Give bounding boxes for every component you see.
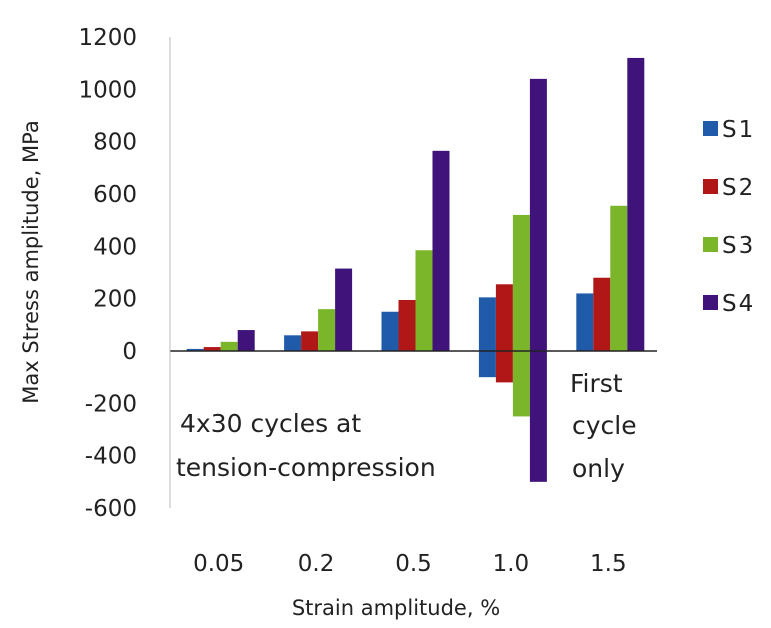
bar-S2-1.0	[495, 284, 513, 351]
annotation-cycles-line1: 4x30 cycles at	[180, 409, 361, 438]
y-axis-title: Max Stress amplitude, MPa	[19, 120, 43, 403]
bar-S3-1.5	[610, 205, 628, 351]
y-tick-label: 800	[93, 130, 137, 156]
bar-S1-1.0	[478, 297, 496, 351]
legend-label-S3: S3	[722, 233, 755, 259]
bar-S3-0.2	[318, 309, 336, 351]
y-tick-label: -600	[85, 496, 137, 522]
bar-S2-0.05	[203, 347, 221, 351]
y-tick-label: 600	[93, 182, 137, 208]
y-tick-label: -200	[85, 391, 137, 417]
legend-label-S1: S1	[722, 117, 755, 143]
x-axis-title: Strain amplitude, %	[292, 596, 500, 620]
y-tick-label: 400	[93, 234, 137, 260]
x-tick-label: 1.0	[493, 551, 530, 577]
legend-label-S2: S2	[722, 175, 755, 201]
bar-S2-1.5	[593, 277, 611, 351]
annotation-first-line3: only	[572, 454, 625, 483]
bar-S1-1.5	[576, 293, 594, 351]
x-tick-label: 1.5	[590, 551, 627, 577]
bar-S4-0.5	[432, 150, 450, 351]
x-tick-label: 0.05	[193, 551, 244, 577]
bars-group	[186, 57, 645, 482]
x-tick-label: 0.5	[395, 551, 432, 577]
y-tick-label: -400	[85, 444, 137, 470]
x-tick-label: 0.2	[298, 551, 335, 577]
y-tick-label: 200	[93, 287, 137, 313]
legend-swatch-S4	[703, 295, 718, 310]
annotation-cycles-line2: tension-compression	[176, 453, 436, 482]
bar-S4-0.2	[335, 268, 353, 351]
bar-S1-0.5	[381, 311, 399, 351]
bar-negative-S3-1.0	[512, 351, 530, 417]
y-tick-label: 1200	[78, 25, 137, 51]
bar-negative-S4-1.0	[529, 351, 547, 482]
y-tick-label: 0	[122, 339, 137, 365]
bar-S3-0.5	[415, 250, 433, 351]
annotation-first-line1: First	[570, 369, 623, 398]
bar-S1-0.2	[284, 335, 302, 351]
bar-negative-S1-1.0	[478, 351, 496, 378]
y-tick-labels: 1200 1000 800 600 400 200 0 -200 -400 -600	[78, 25, 137, 522]
annotation-first-line2: cycle	[572, 411, 637, 440]
legend-label-S4: S4	[722, 291, 755, 317]
legend-swatch-S1	[703, 121, 718, 136]
bar-S4-0.05	[237, 330, 255, 351]
bar-S3-1.0	[512, 214, 530, 351]
bar-S2-0.2	[301, 331, 319, 351]
legend-swatch-S3	[703, 237, 718, 252]
bar-S2-0.5	[398, 299, 416, 351]
bar-S4-1.0	[529, 78, 547, 351]
x-tick-labels: 0.05 0.2 0.5 1.0 1.5	[193, 551, 626, 577]
legend-swatch-S2	[703, 179, 718, 194]
y-tick-label: 1000	[78, 77, 137, 103]
bar-S4-1.5	[627, 57, 645, 351]
bar-S3-0.05	[220, 341, 238, 351]
bar-S1-0.05	[186, 348, 204, 351]
bar-negative-S2-1.0	[495, 351, 513, 383]
legend: S1 S2 S3 S4	[703, 117, 755, 317]
